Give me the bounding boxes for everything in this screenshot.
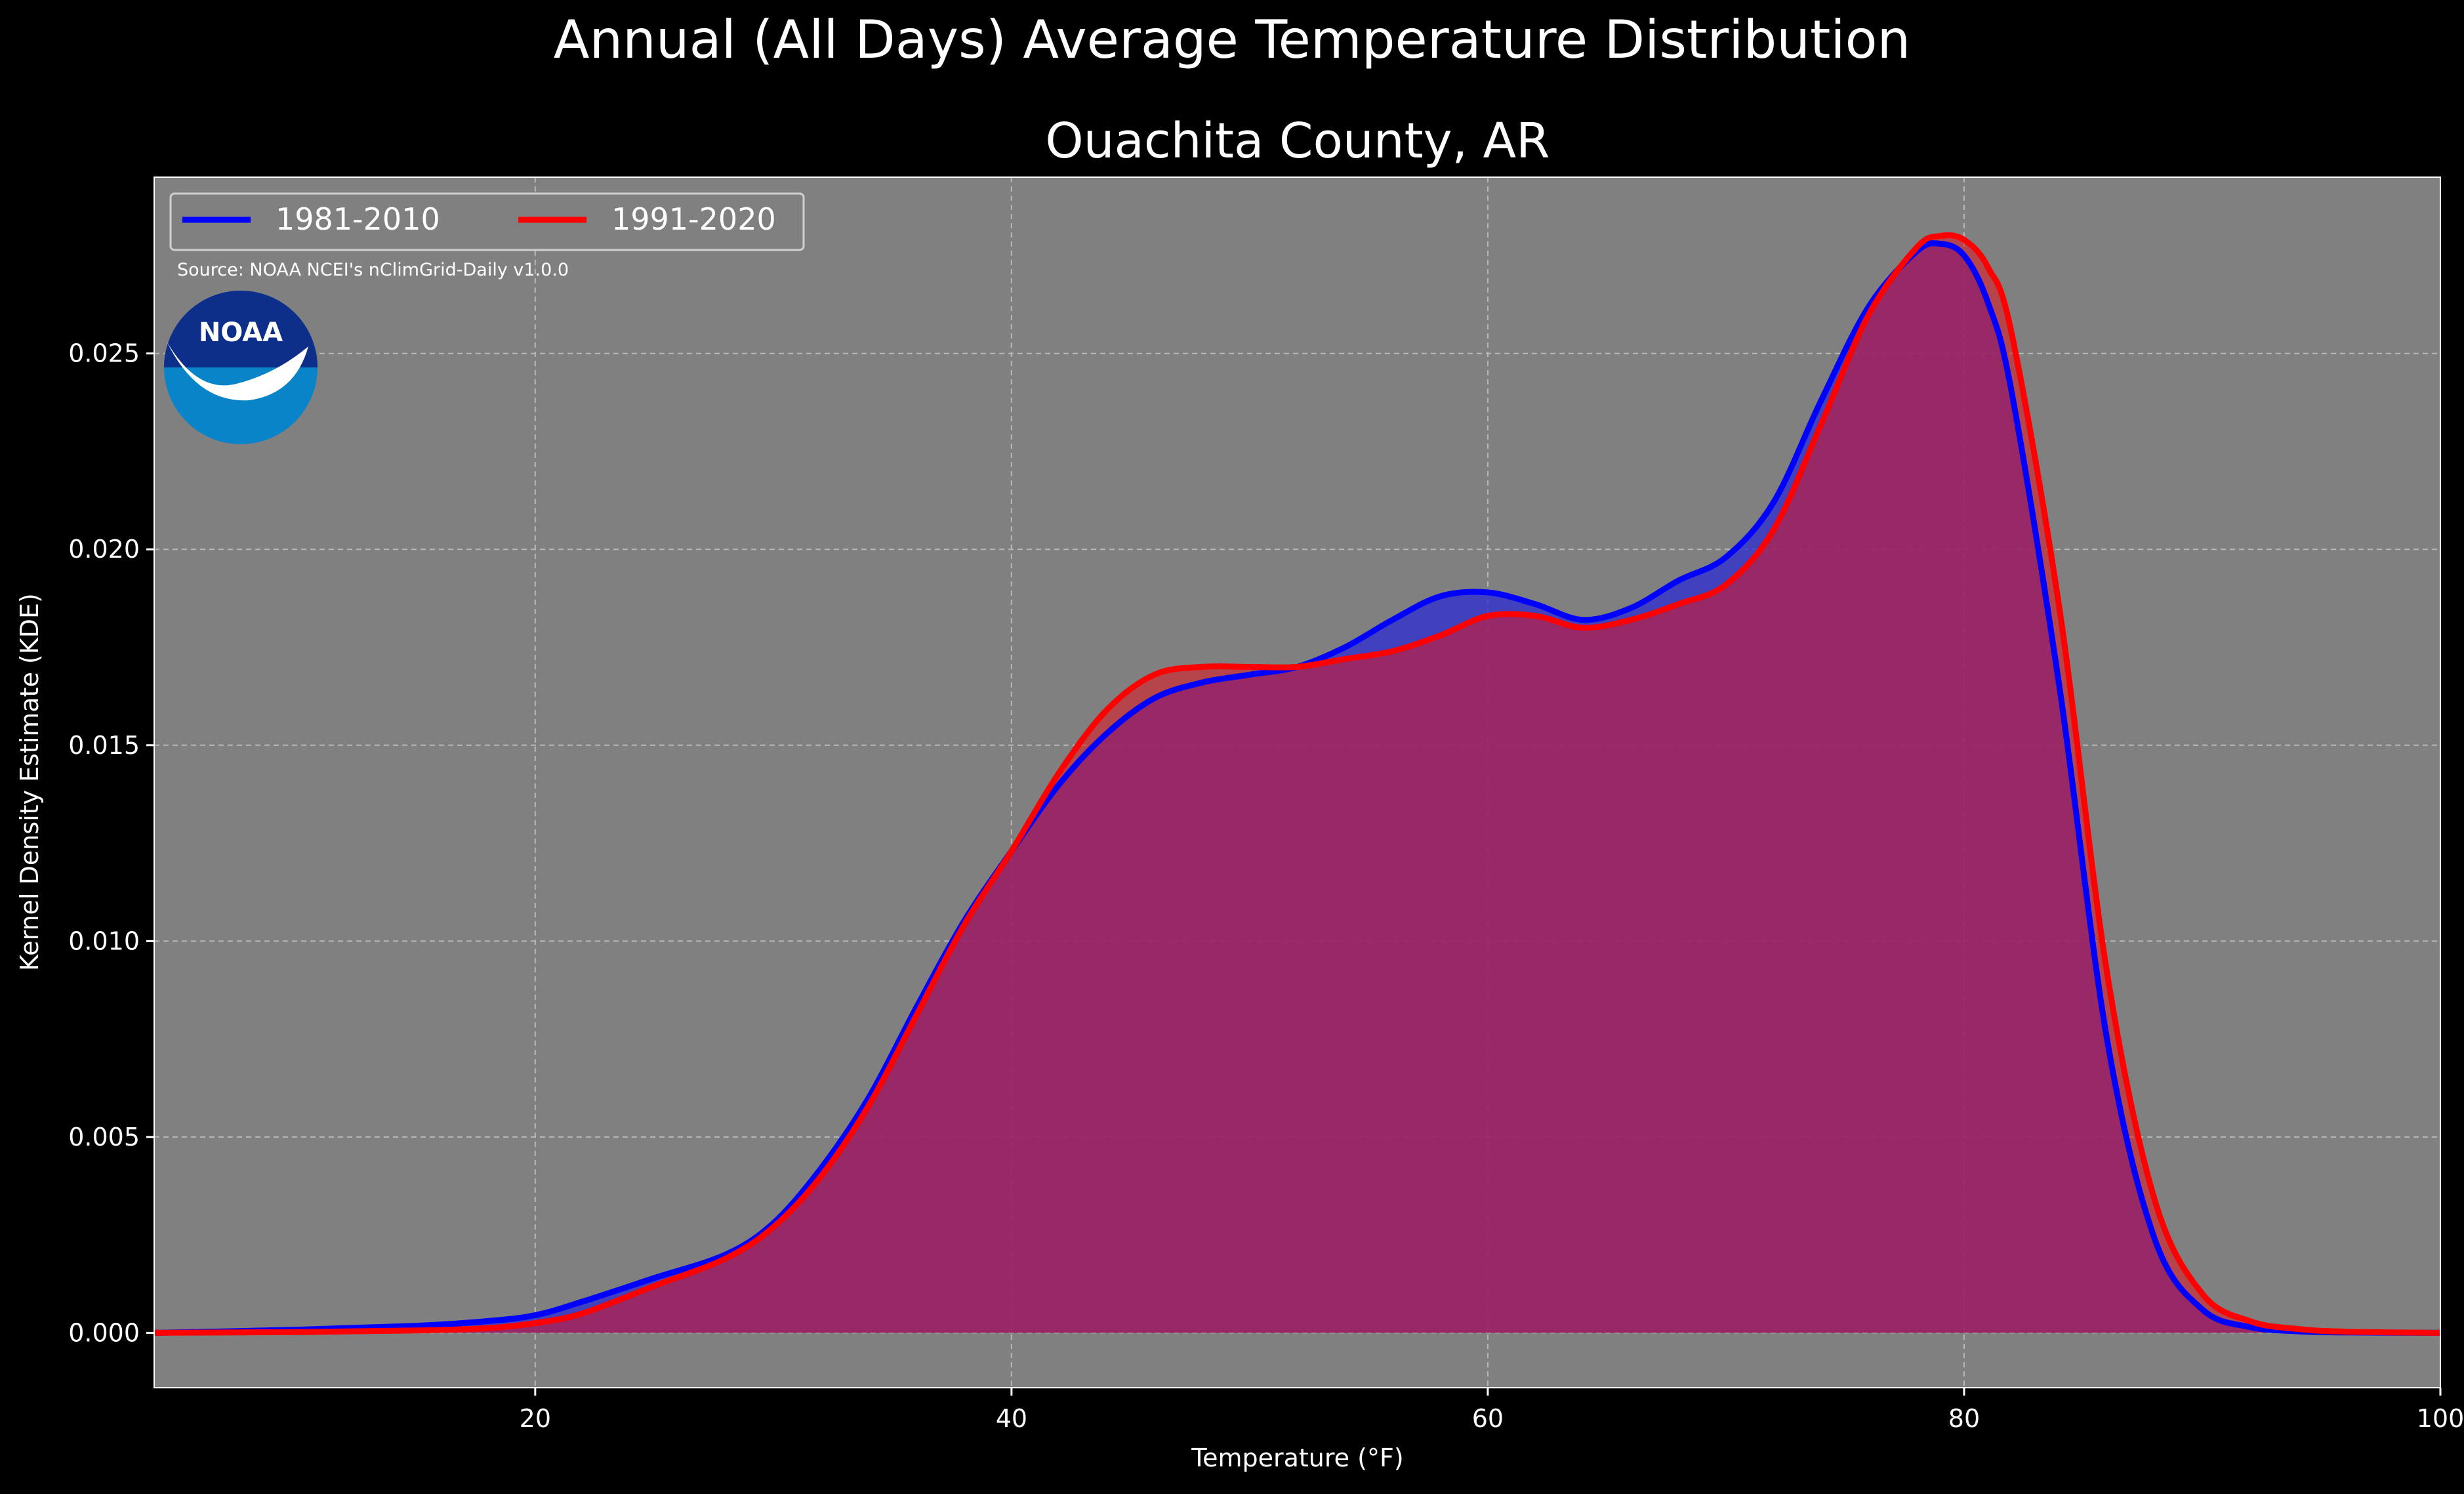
y-tick-label: 0.000	[68, 1318, 140, 1347]
legend-box	[169, 192, 805, 251]
noaa-logo-top	[164, 291, 318, 367]
y-tick-label: 0.020	[68, 535, 140, 564]
y-axis-label: Kernel Density Estimate (KDE)	[15, 593, 44, 971]
legend-label-1991: 1991-2020	[611, 201, 776, 237]
series-1981-2010-line	[154, 240, 2441, 1336]
y-tick-label: 0.005	[68, 1123, 140, 1152]
chart-suptitle: Annual (All Days) Average Temperature Di…	[554, 9, 1910, 70]
y-tick-label: 0.015	[68, 731, 140, 760]
axis-ticks: 20 40 60 80 100 0.000 0.005 0.010 0.015 0.020 0.02…	[68, 176, 2464, 1433]
series-1991-2020-area	[154, 235, 2440, 1333]
x-tick-label: 80	[1948, 1404, 1980, 1433]
source-note: Source: NOAA NCEI's nClimGrid-Daily v1.0…	[177, 260, 569, 280]
x-tick-label: 20	[520, 1404, 551, 1433]
x-tick-label: 60	[1472, 1404, 1504, 1433]
chart-title: Ouachita County, AR	[1045, 113, 1550, 169]
noaa-logo-text: NOAA	[199, 318, 283, 348]
x-tick-label: 100	[2417, 1404, 2464, 1433]
noaa-logo: NOAA	[164, 291, 318, 444]
x-axis-label: Temperature (°F)	[1191, 1443, 1403, 1472]
series-layer	[154, 232, 2441, 1336]
x-tick-label: 40	[996, 1404, 1027, 1433]
noaa-logo-wave	[167, 341, 308, 401]
legend-label-1981: 1981-2010	[276, 201, 440, 237]
axes-frame	[154, 176, 2441, 1388]
legend: 1981-2010 1991-2020	[169, 192, 805, 251]
y-tick-label: 0.010	[68, 926, 140, 955]
series-1991-2020-line	[154, 232, 2441, 1336]
y-tick-label: 0.025	[68, 339, 140, 368]
